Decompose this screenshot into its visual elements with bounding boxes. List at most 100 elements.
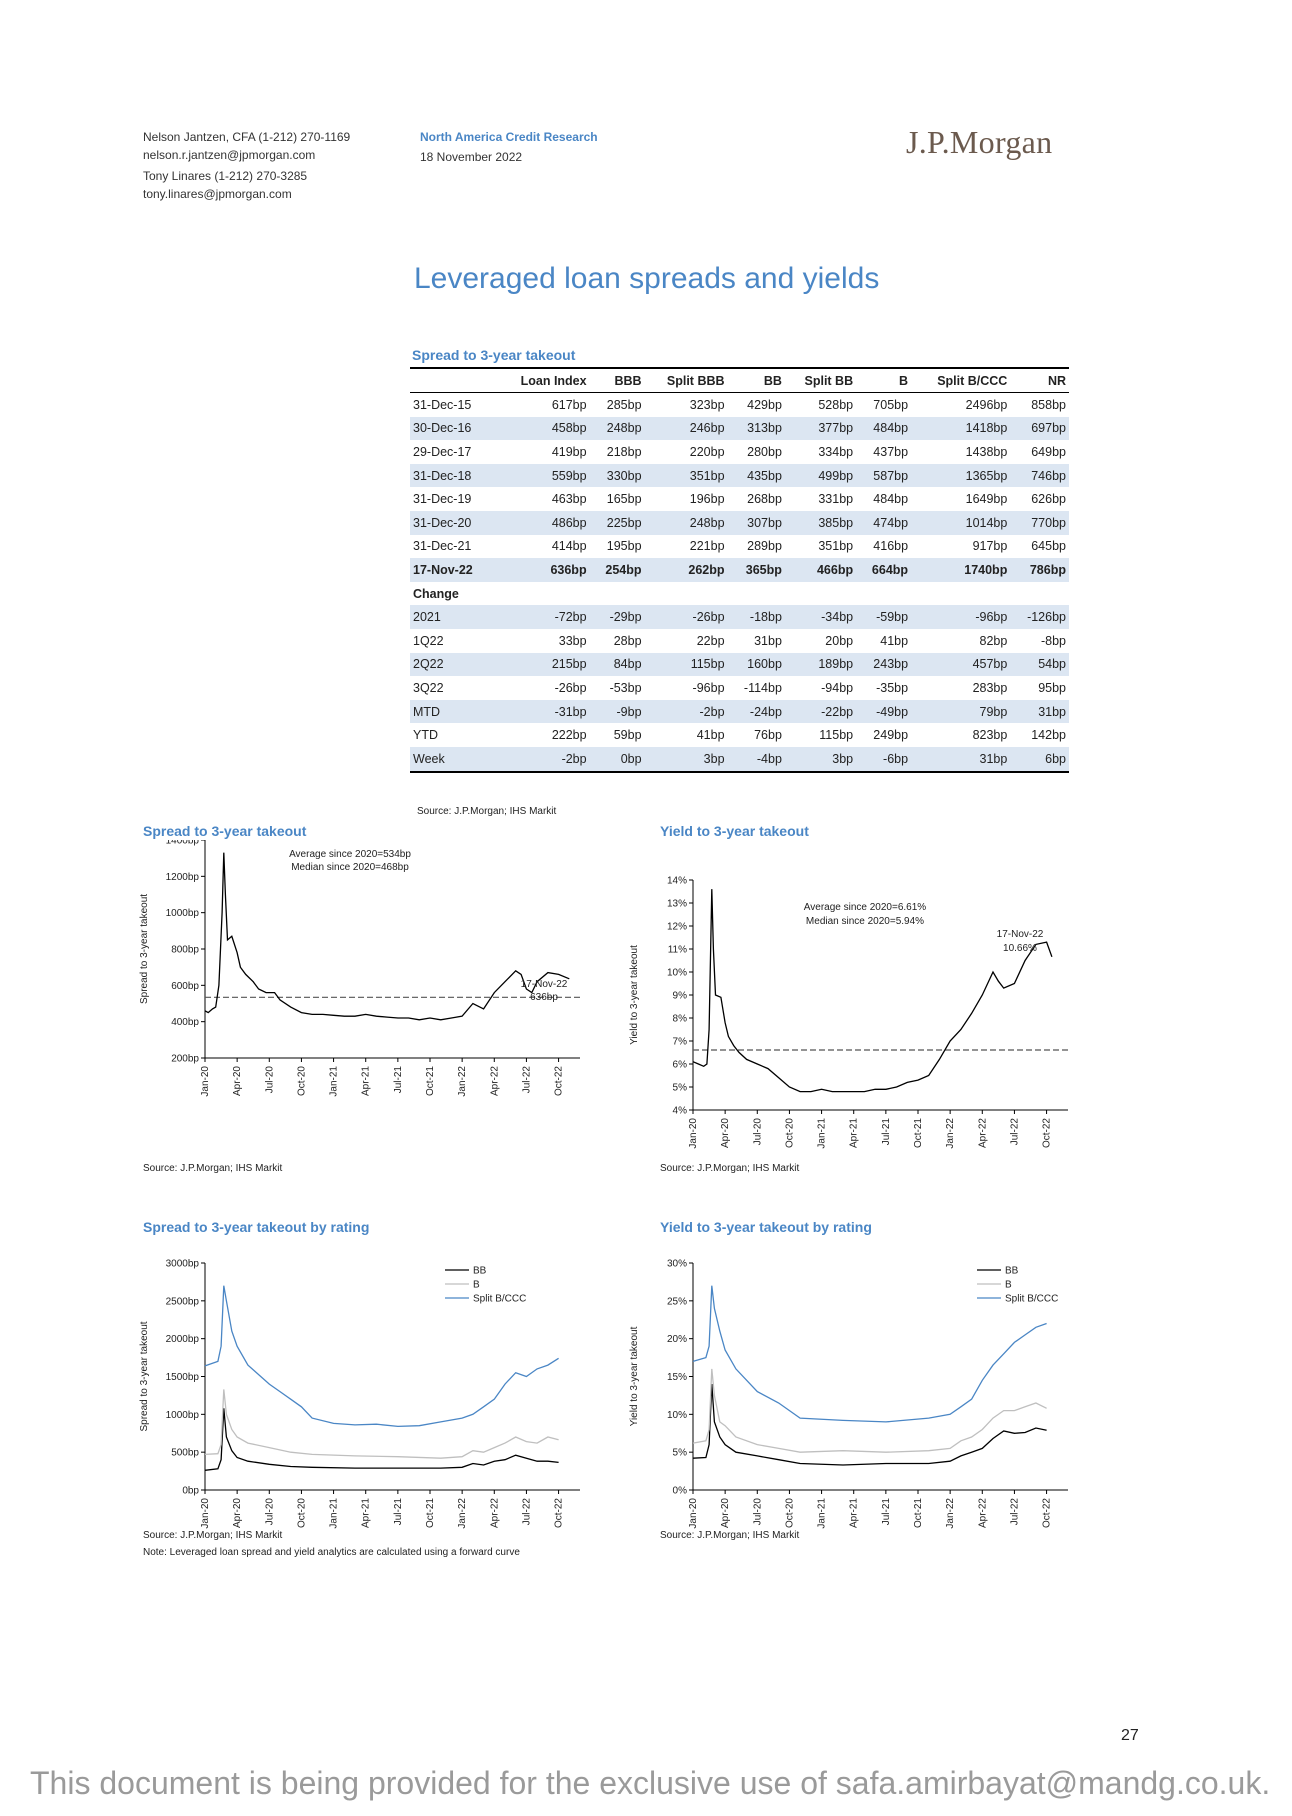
legend-label: BB: [473, 1266, 487, 1277]
table-cell: 458bp: [495, 416, 590, 441]
table-cell: 1740bp: [911, 558, 1011, 582]
jpmorgan-logo: J.P.Morgan: [906, 124, 1053, 160]
x-tick-label: Oct-21: [425, 1498, 436, 1528]
table-header-cell: Loan Index: [495, 367, 590, 393]
table-cell: YTD: [413, 728, 438, 743]
table-cell: 770bp: [1010, 510, 1069, 535]
y-tick-label: 0bp: [182, 1486, 199, 1497]
chart-annotation: 17-Nov-22: [521, 979, 568, 990]
y-tick-label: 2500bp: [166, 1296, 200, 1307]
table-cell: 705bp: [873, 397, 909, 412]
x-tick-label: Oct-22: [554, 1498, 565, 1528]
table-cell: 746bp: [1010, 463, 1069, 488]
table-cell: 307bp: [727, 510, 785, 535]
table-cell: 189bp: [784, 652, 857, 677]
table-row: 31-Dec-18 559bp 330bp 351bp 435bp 499bp 587bp 1…: [410, 463, 1069, 488]
chart-source-spread: Source: J.P.Morgan; IHS Markit: [143, 1163, 283, 1174]
y-axis-label: Yield to 3-year takeout: [629, 945, 640, 1045]
table-cell: 289bp: [747, 539, 782, 554]
table-cell: 626bp: [1031, 492, 1066, 507]
chart-annotation: 17-Nov-22: [997, 929, 1044, 940]
table-row: Week -2bp 0bp 3bp -4bp 3bp -6bp 31bp 6bp: [410, 746, 1069, 773]
table-cell: -29bp: [589, 605, 645, 629]
table-header-cell: Split BBB: [644, 367, 728, 393]
legend-label: BB: [1005, 1266, 1019, 1277]
table-cell: 221bp: [689, 539, 725, 554]
y-tick-label: 6%: [673, 1060, 688, 1071]
y-tick-label: 3000bp: [166, 1259, 200, 1270]
table-cell: [785, 582, 856, 606]
table-cell: 2496bp: [965, 397, 1008, 412]
y-tick-label: 13%: [667, 899, 687, 910]
table-row: 31-Dec-21 414bp 195bp 221bp 289bp 351bp 416bp 9…: [410, 535, 1069, 559]
x-tick-label: Apr-21: [849, 1118, 860, 1148]
chart-title-yield: Yield to 3-year takeout: [660, 823, 809, 839]
y-tick-label: 4%: [673, 1106, 688, 1117]
table-source: Source: J.P.Morgan; IHS Markit: [417, 806, 557, 817]
table-cell: 484bp: [856, 416, 912, 441]
table-cell: 377bp: [784, 416, 857, 441]
table-cell: 17-Nov-22: [410, 558, 496, 582]
y-tick-label: 5%: [673, 1083, 688, 1094]
table-cell: 457bp: [911, 652, 1011, 677]
series-line-bb: [204, 1408, 559, 1471]
table-cell: 218bp: [606, 444, 642, 459]
y-tick-label: 200bp: [171, 1054, 199, 1065]
x-tick-label: Jul-20: [752, 1498, 763, 1526]
x-tick-label: Oct-22: [554, 1066, 565, 1096]
table-cell: -8bp: [1040, 633, 1066, 648]
y-tick-label: 1500bp: [166, 1372, 200, 1383]
x-tick-label: Oct-22: [1042, 1118, 1053, 1148]
y-tick-label: 20%: [667, 1334, 687, 1345]
x-tick-label: Jul-20: [264, 1498, 275, 1526]
table-cell: 823bp: [972, 728, 1008, 743]
x-tick-label: Apr-20: [720, 1498, 731, 1528]
chart-annotation: Average since 2020=6.61%: [804, 902, 927, 913]
footer-disclaimer: This document is being provided for the …: [30, 1765, 1271, 1801]
x-tick-label: Jan-22: [945, 1118, 956, 1149]
table-header-cell: Split BB: [784, 367, 857, 393]
author-email-2[interactable]: tony.linares@jpmorgan.com: [143, 187, 292, 201]
table-cell: -94bp: [821, 680, 854, 695]
table-cell: 115bp: [819, 728, 854, 743]
table-title: Spread to 3-year takeout: [412, 347, 576, 363]
table-cell: -26bp: [554, 680, 587, 695]
legend-label: Split B/CCC: [473, 1294, 526, 1305]
table-cell: 41bp: [696, 728, 725, 743]
table-cell: 20bp: [825, 633, 854, 648]
x-tick-label: Oct-21: [425, 1066, 436, 1096]
y-tick-label: 15%: [667, 1372, 687, 1383]
chart-spread-rating: 0bp 500bp 1000bp 1500bp 2000bp 2500bp 3000bp Ja…: [139, 1259, 580, 1529]
table-cell: 165bp: [606, 492, 642, 507]
chart-title-spread: Spread to 3-year takeout: [143, 823, 307, 839]
table-row: 1Q22 33bp 28bp 22bp 31bp 20bp 41bp 82bp -8bp: [410, 629, 1069, 653]
x-tick-label: Jul-22: [521, 1498, 532, 1526]
table-cell: [911, 582, 1010, 606]
x-tick-label: Jul-22: [1009, 1118, 1020, 1146]
table-cell: 31-Dec-19: [413, 492, 472, 507]
chart-spread: 200bp 400bp 600bp 800bp 1000bp 1200bp 1400bp Ja…: [139, 840, 580, 1097]
table-cell: [645, 582, 728, 606]
table-cell: 528bp: [818, 397, 854, 412]
table-cell: -22bp: [784, 699, 857, 724]
y-tick-label: 400bp: [171, 1017, 199, 1028]
table-cell: 351bp: [644, 463, 728, 488]
table-cell: 486bp: [495, 510, 590, 535]
chart-yield-rating: 0% 5% 10% 15% 20% 25% 30% Jan-20 Apr-20 Jul-20 Oct…: [629, 1259, 1068, 1529]
table-cell: -31bp: [495, 699, 590, 724]
table-cell: 248bp: [644, 510, 728, 535]
table-cell: 429bp: [747, 397, 782, 412]
x-tick-label: Oct-20: [296, 1498, 307, 1528]
table-cell: 1Q22: [413, 633, 444, 648]
table-cell: 249bp: [873, 728, 909, 743]
chart-annotation: 10.66%: [1003, 943, 1037, 954]
table-cell: 334bp: [818, 444, 854, 459]
table-cell: 195bp: [606, 539, 642, 554]
author-email-1[interactable]: nelson.r.jantzen@jpmorgan.com: [143, 148, 316, 162]
table-cell: 142bp: [1031, 728, 1066, 743]
table-cell: 79bp: [911, 699, 1011, 724]
table-row: 2Q22 215bp 84bp 115bp 160bp 189bp 243bp 457bp 54…: [410, 652, 1069, 677]
table-cell: MTD: [410, 699, 496, 724]
table-row: 31-Dec-19 463bp 165bp 196bp 268bp 331bp 484bp 1…: [410, 487, 1069, 511]
table-cell: 262bp: [644, 558, 728, 582]
